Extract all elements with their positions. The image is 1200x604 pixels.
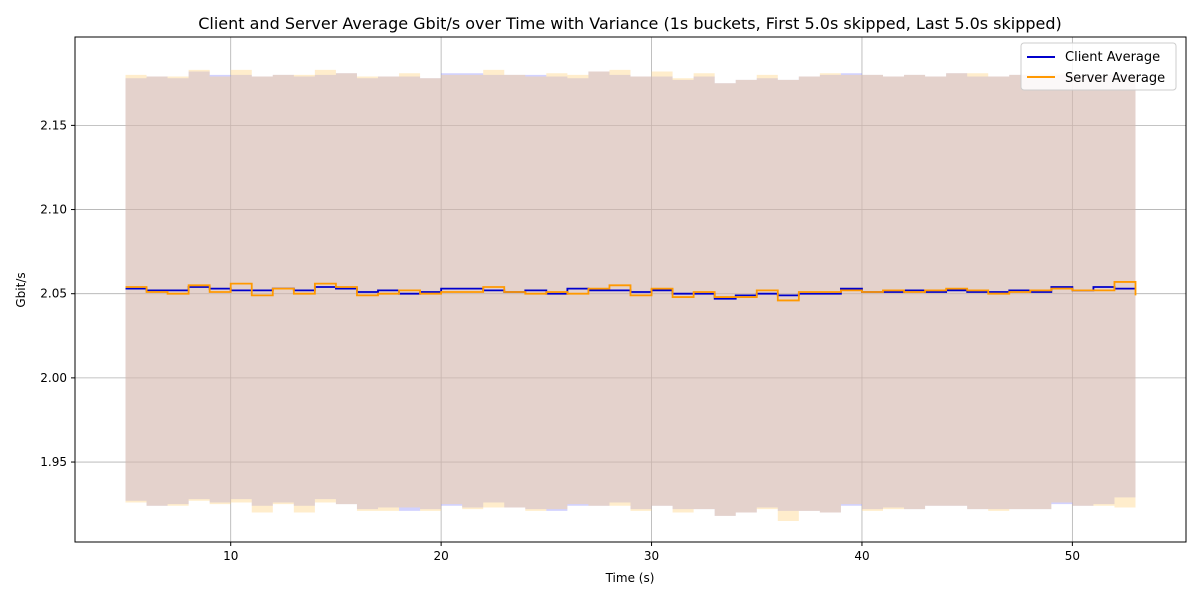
legend-label-client: Client Average: [1065, 50, 1160, 65]
y-axis-label: Gbit/s: [14, 272, 28, 307]
x-tick-label: 50: [1065, 549, 1080, 563]
y-tick-label: 2.00: [40, 371, 67, 385]
legend-label-server: Server Average: [1065, 71, 1165, 86]
x-axis-label: Time (s): [605, 571, 655, 585]
plot-frame: [74, 36, 1187, 543]
legend-box: [1020, 42, 1177, 91]
y-tick-label: 1.95: [40, 455, 67, 469]
y-tick-label: 2.05: [40, 287, 67, 301]
series-line-server: [125, 281, 1137, 302]
x-tick-label: 20: [433, 549, 448, 563]
legend: Client Average Server Average: [1020, 42, 1177, 91]
chart-title: Client and Server Average Gbit/s over Ti…: [198, 14, 1062, 33]
y-tick-label: 2.15: [40, 118, 67, 132]
plot-area: 10 20 30 40 50 1.95 2.00 2.05 2.10 2.15: [40, 36, 1187, 563]
x-tick-label: 30: [644, 549, 659, 563]
x-tick-label: 40: [854, 549, 869, 563]
x-tick-label: 10: [223, 549, 238, 563]
y-tick-label: 2.10: [40, 203, 67, 217]
